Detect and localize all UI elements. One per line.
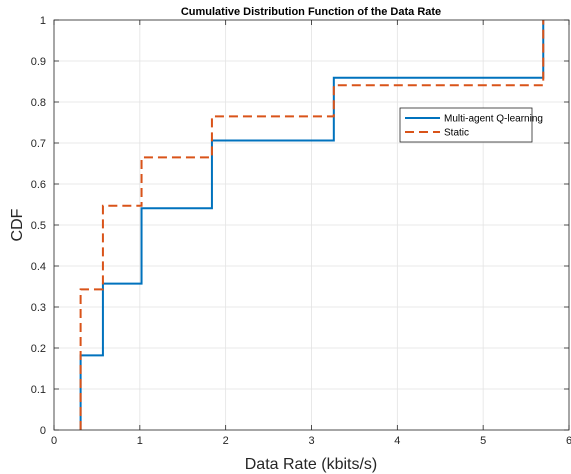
y-tick-label: 0.9 xyxy=(31,56,46,68)
y-axis-title: CDF xyxy=(9,208,26,241)
x-tick-label: 5 xyxy=(480,435,486,447)
x-tick-label: 3 xyxy=(308,435,314,447)
y-tick-label: 0.2 xyxy=(31,343,46,355)
y-tick-label: 0 xyxy=(40,425,46,437)
x-axis-title: Data Rate (kbits/s) xyxy=(245,456,377,473)
y-tick-label: 0.6 xyxy=(31,179,46,191)
y-tick-label: 0.3 xyxy=(31,302,46,314)
y-tick-label: 0.5 xyxy=(31,220,46,232)
series-line-multi-agent-q-learning xyxy=(79,20,545,430)
legend: Multi-agent Q-learning Static xyxy=(399,107,543,143)
x-tick-label: 0 xyxy=(51,435,57,447)
y-tick-label: 0.1 xyxy=(31,384,46,396)
x-tick-label: 6 xyxy=(566,435,571,447)
legend-label-multi-agent: Multi-agent Q-learning xyxy=(444,114,543,125)
chart-title: Cumulative Distribution Function of the … xyxy=(181,6,441,18)
x-tick-label: 2 xyxy=(223,435,229,447)
legend-box xyxy=(399,107,533,143)
y-tick-label: 0.4 xyxy=(31,261,46,273)
data-series xyxy=(79,20,545,430)
y-tick-label: 0.8 xyxy=(31,97,46,109)
series-line-static xyxy=(79,20,545,430)
y-tick-label: 0.7 xyxy=(31,138,46,150)
y-tick-label: 1 xyxy=(40,15,46,27)
axis-ticks: 0 1 2 3 4 5 6 0 0.1 0.2 0.3 0.4 0.5 0.6 0.7 0.8 0.9 1 xyxy=(31,15,571,447)
x-tick-label: 1 xyxy=(137,435,143,447)
x-tick-label: 4 xyxy=(394,435,400,447)
legend-label-static: Static xyxy=(444,128,469,139)
